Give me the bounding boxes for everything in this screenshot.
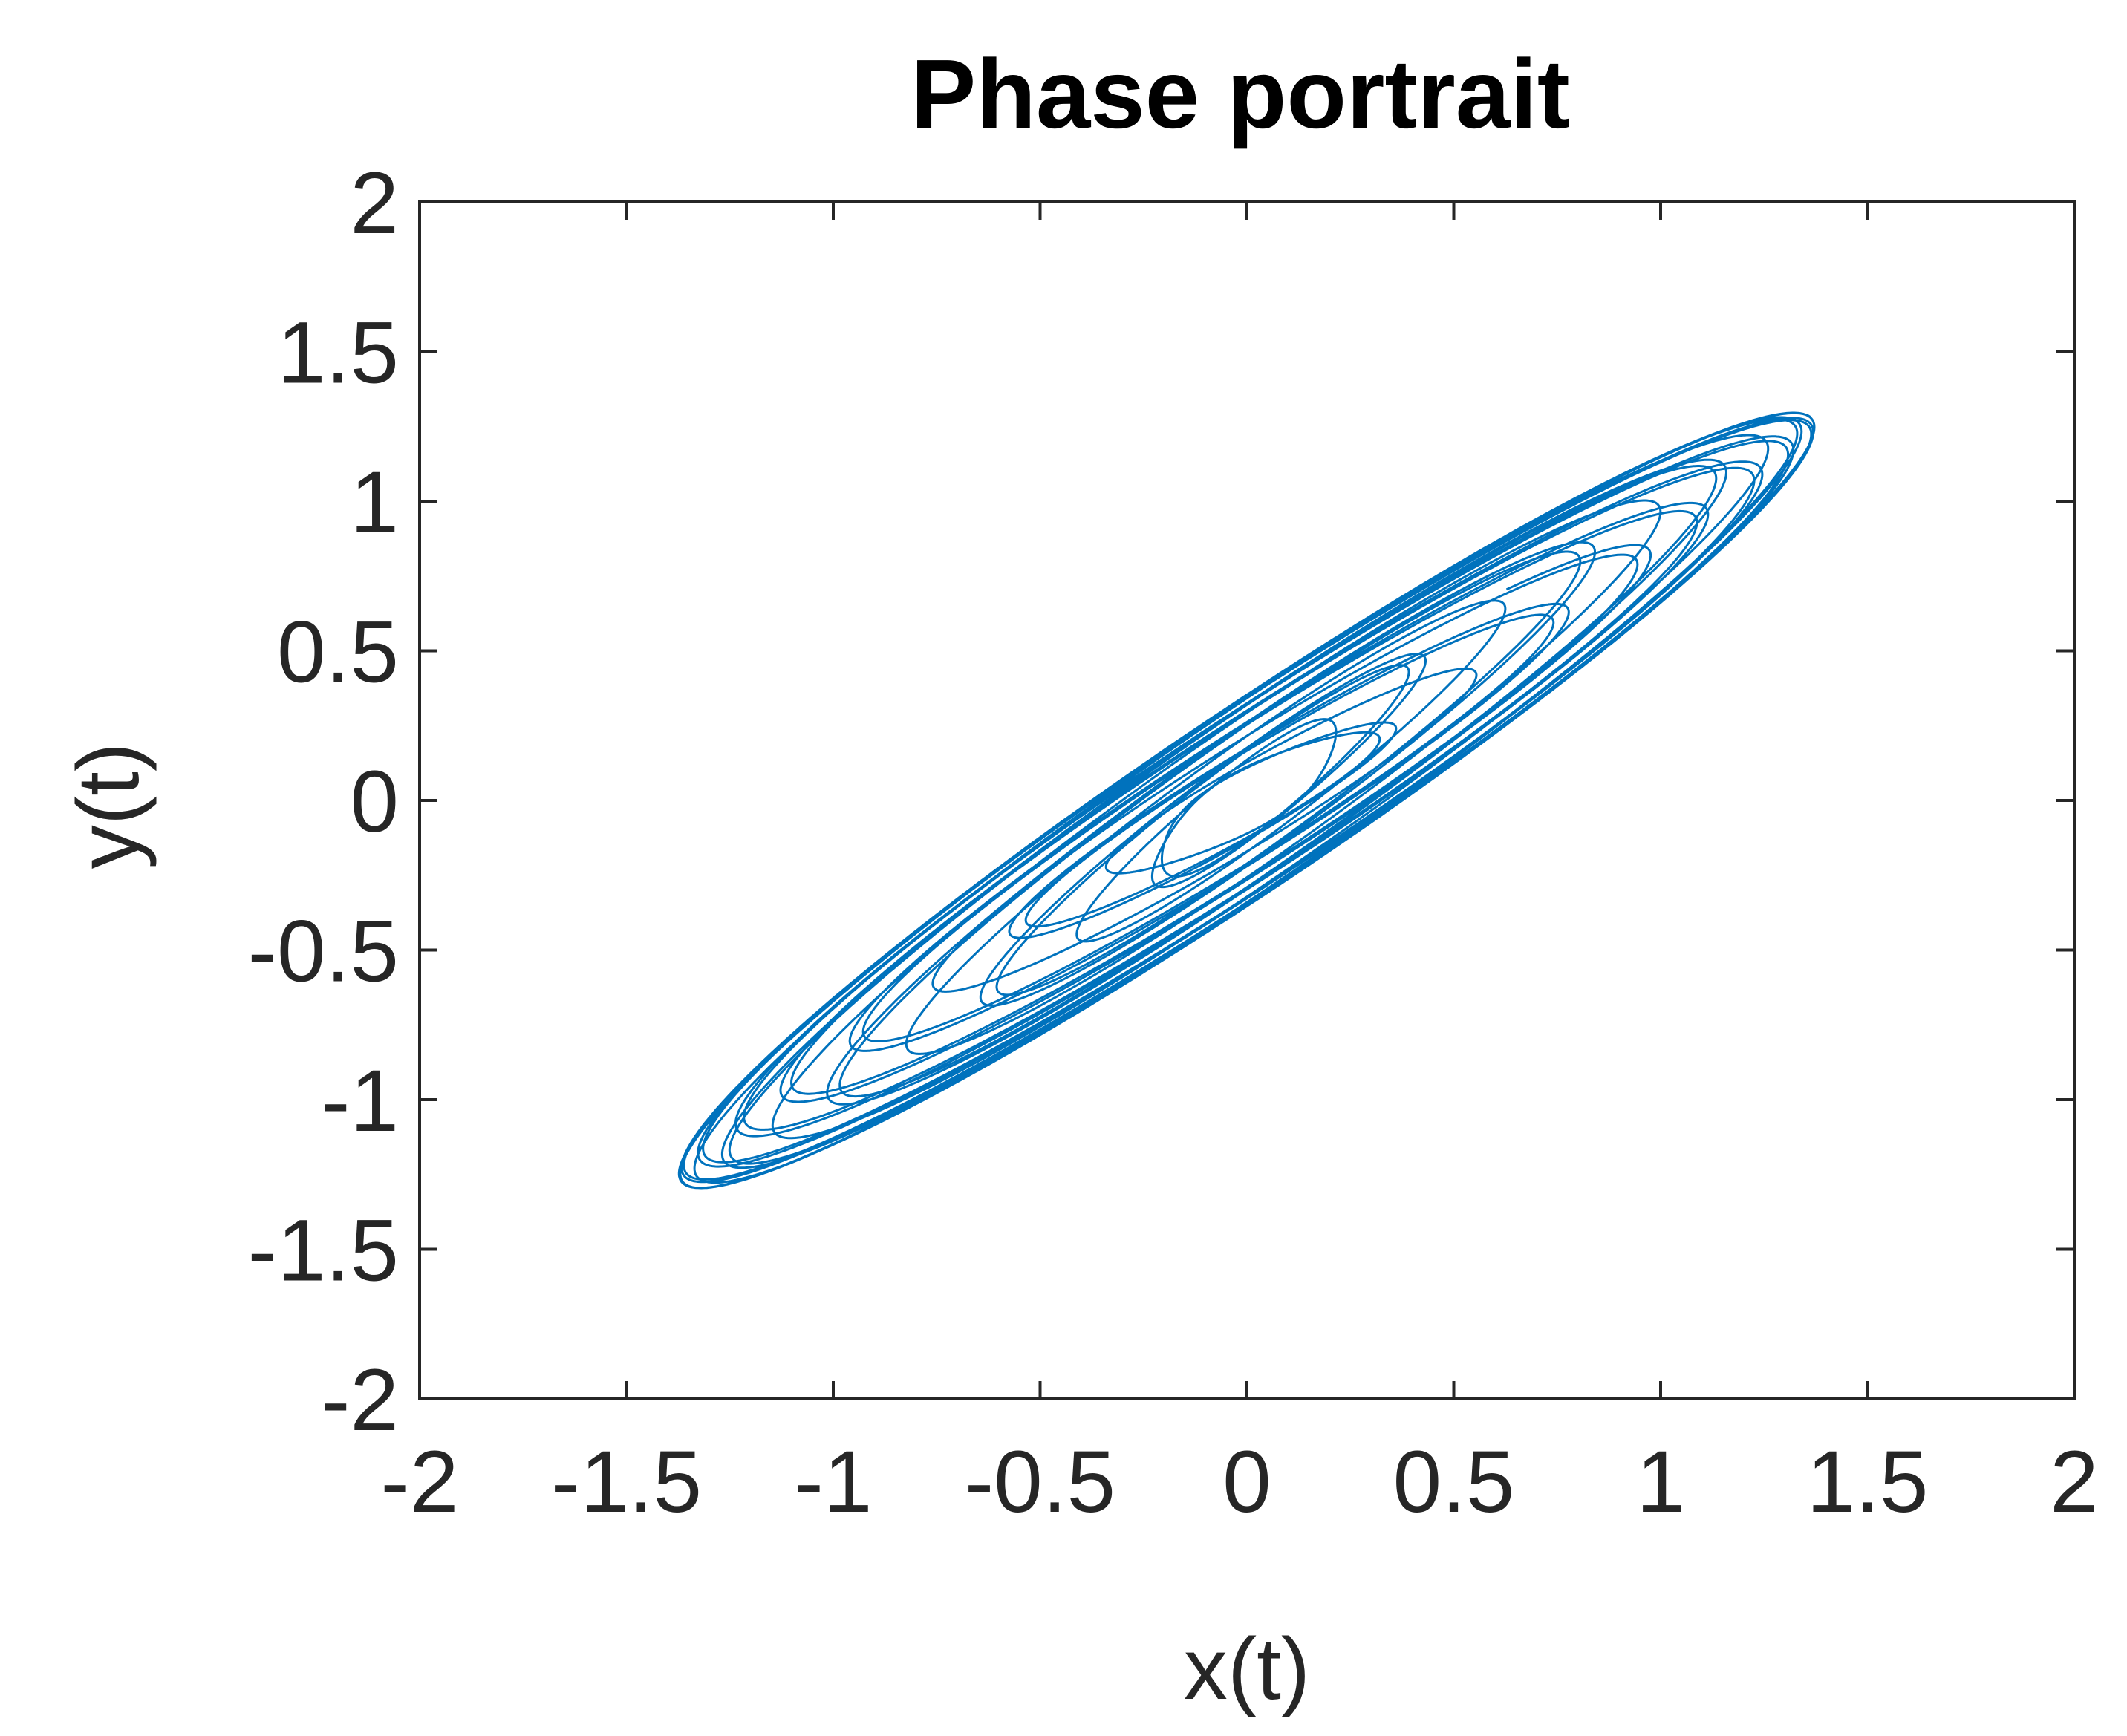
x-tick-label: -1 [795,1433,873,1531]
x-tick-label: 2 [2050,1433,2099,1531]
x-tick-label: -0.5 [965,1433,1115,1531]
x-axis-label: x(t) [1184,1620,1310,1718]
y-tick-label: 2 [350,154,399,252]
y-tick-label: 1.5 [277,304,399,402]
y-tick-label: -1.5 [248,1202,399,1300]
trajectory-series-line [677,411,1816,1190]
x-tick-label: -1.5 [551,1433,702,1531]
axes-box [418,200,2076,1400]
y-tick-label: 0.5 [277,604,399,702]
x-tick-label: 0.5 [1393,1433,1514,1531]
y-tick-label: -2 [321,1351,399,1449]
x-tick-label: 1 [1636,1433,1685,1531]
x-axis: -2 -1.5 -1 -0.5 0 0.5 1 1.5 2 [381,202,2099,1531]
y-tick-label: -0.5 [248,903,399,1001]
x-tick-label: 0 [1222,1433,1271,1531]
x-tick-label: -2 [381,1433,459,1531]
y-tick-label: -1 [321,1052,399,1150]
x-tick-label: 1.5 [1806,1433,1928,1531]
y-axis-label: y(t) [59,743,157,869]
y-tick-label: 1 [350,454,399,552]
chart-title: Phase portrait [911,39,1570,149]
y-tick-label: 0 [350,753,399,851]
plot-layer [677,411,1816,1190]
y-axis: -2 -1.5 -1 -0.5 0 0.5 1 1.5 2 [248,154,2074,1449]
